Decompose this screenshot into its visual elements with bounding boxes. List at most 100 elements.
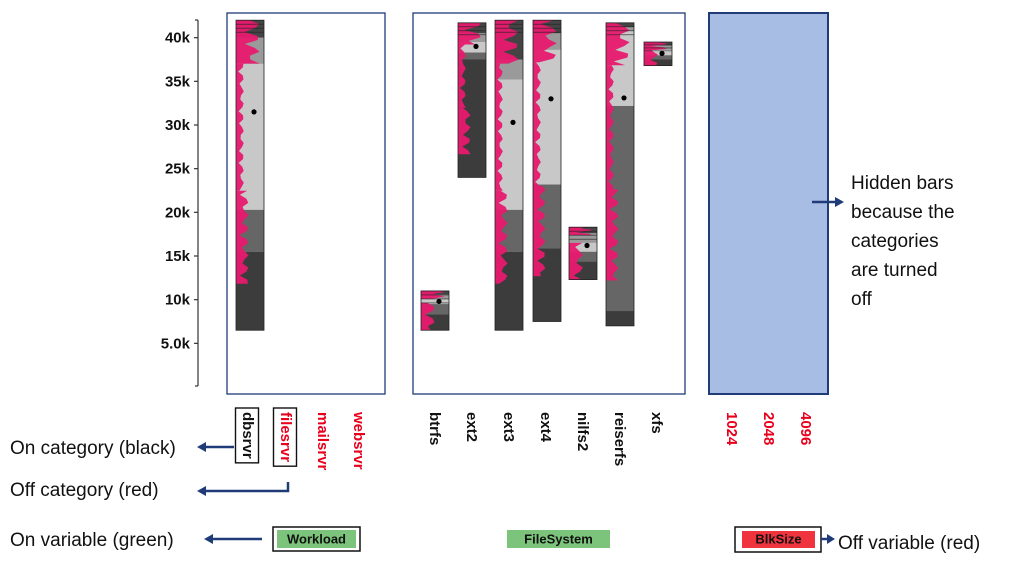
bar-segment <box>644 59 672 66</box>
category-bars <box>235 19 673 331</box>
bar-segment <box>569 233 597 243</box>
y-tick-label: 25k <box>165 161 191 178</box>
on-category-annotation: On category (black) <box>10 438 176 459</box>
bar-outline <box>643 41 673 67</box>
workload-variable-button[interactable] <box>277 530 356 548</box>
hidden-bars-annotation: Hidden bars because the categories are t… <box>851 173 960 310</box>
bar-segment <box>421 304 449 315</box>
y-tick-label: 5.0k <box>161 335 191 352</box>
filesystem-panel-frame <box>412 12 686 395</box>
density-trace <box>569 242 583 280</box>
density-trace <box>644 49 658 66</box>
bar-outline <box>568 226 598 280</box>
y-axis: 5.0k 10k 15k 20k 25k 30k 35k 40k <box>161 19 199 387</box>
on-variable-annotation: On variable (green) <box>10 530 174 551</box>
bar-ext2[interactable] <box>457 22 487 178</box>
category-label-ext4[interactable]: ext4 <box>537 412 554 443</box>
mean-dot <box>473 43 479 50</box>
category-label-websrvr[interactable]: websrvr <box>350 411 367 470</box>
density-trace <box>606 22 630 66</box>
category-label-xfs[interactable]: xfs <box>648 412 665 434</box>
category-box-dbsrvr <box>234 407 260 464</box>
bar-segment <box>495 59 523 80</box>
bar-outline <box>235 19 265 331</box>
category-label-4096[interactable]: 4096 <box>797 412 814 445</box>
density-trace <box>495 20 519 64</box>
mean-dot <box>548 96 554 102</box>
density-trace <box>495 63 503 191</box>
bar-reiserfs[interactable] <box>605 22 635 327</box>
filesystem-variable-label: FileSystem <box>524 532 593 547</box>
bar-nilfs2[interactable] <box>568 226 598 280</box>
category-label-ext2[interactable]: ext2 <box>463 412 480 442</box>
density-trace <box>458 22 482 45</box>
density-trace <box>495 190 508 284</box>
density-trace <box>606 65 614 190</box>
bar-outline <box>532 19 562 322</box>
bar-segment <box>569 242 597 252</box>
density-trace <box>533 185 546 277</box>
mean-dot <box>510 119 516 125</box>
bar-outline <box>605 22 635 327</box>
bar-ext3[interactable] <box>494 19 524 331</box>
bar-segment <box>458 52 486 60</box>
category-label-mailsrvr[interactable]: mailsrvr <box>314 412 331 471</box>
bar-segment <box>458 22 486 34</box>
category-label-btrfs[interactable]: btrfs <box>426 412 443 445</box>
mean-dot <box>436 298 442 305</box>
category-label-nilfs2[interactable]: nilfs2 <box>574 412 591 451</box>
category-label-1024[interactable]: 1024 <box>723 412 740 446</box>
category-box-filesrvr <box>272 407 298 467</box>
bar-segment <box>458 42 486 53</box>
density-trace <box>421 302 435 331</box>
y-tick-label: 20k <box>165 204 191 221</box>
bar-btrfs[interactable] <box>420 290 450 331</box>
blksize-variable-label: BlkSize <box>755 532 801 547</box>
hidden-bars-arrowhead <box>835 197 844 207</box>
bar-ext4[interactable] <box>532 19 562 322</box>
y-tick-label: 40k <box>165 30 191 47</box>
y-tick-label: 30k <box>165 117 191 134</box>
mean-dot <box>251 109 257 115</box>
bar-segment <box>606 311 634 326</box>
workload-variable-outline <box>272 526 361 552</box>
blksize-variable-button[interactable] <box>742 531 815 548</box>
category-label-dbsrvr[interactable]: dbsrvr <box>239 412 256 459</box>
mean-dot <box>584 242 590 249</box>
on-variable-arrowhead <box>204 534 213 544</box>
off-category-annotation: Off category (red) <box>10 480 159 501</box>
density-trace <box>236 190 249 284</box>
y-tick-label: 35k <box>165 73 191 90</box>
category-label-filesrvr[interactable]: filesrvr <box>277 412 294 462</box>
y-tick-label: 15k <box>165 248 191 265</box>
bar-outline <box>457 22 487 178</box>
off-category-arrow <box>205 482 290 493</box>
bar-segment <box>644 55 672 60</box>
category-label-2048[interactable]: 2048 <box>760 412 777 445</box>
mean-dot <box>659 50 665 56</box>
blksize-hidden-panel <box>708 12 829 395</box>
category-labels: dbsrvr filesrvr mailsrvr websrvr btrfs ext2 ex… <box>234 407 814 471</box>
bar-outline <box>494 19 524 331</box>
bar-outline <box>420 290 450 331</box>
bar-segment <box>644 49 672 56</box>
annotation-arrows <box>197 197 844 544</box>
category-label-reiserfs[interactable]: reiserfs <box>611 412 628 466</box>
workload-variable-label: Workload <box>287 532 346 547</box>
bar-segment <box>421 298 449 305</box>
y-tick-label: 10k <box>165 292 191 309</box>
bar-xfs[interactable] <box>643 41 673 67</box>
filesystem-variable-button[interactable] <box>507 530 610 548</box>
bar-dbsrvr[interactable] <box>235 19 265 331</box>
off-variable-annotation: Off variable (red) <box>838 533 980 554</box>
on-category-arrowhead <box>197 442 206 452</box>
mean-dot <box>621 95 627 101</box>
density-trace <box>458 44 466 108</box>
density-trace <box>236 20 260 64</box>
density-trace <box>533 20 557 63</box>
density-trace <box>458 107 471 155</box>
density-trace <box>533 62 541 186</box>
off-variable-arrowhead <box>827 534 835 544</box>
category-label-ext3[interactable]: ext3 <box>500 412 517 442</box>
